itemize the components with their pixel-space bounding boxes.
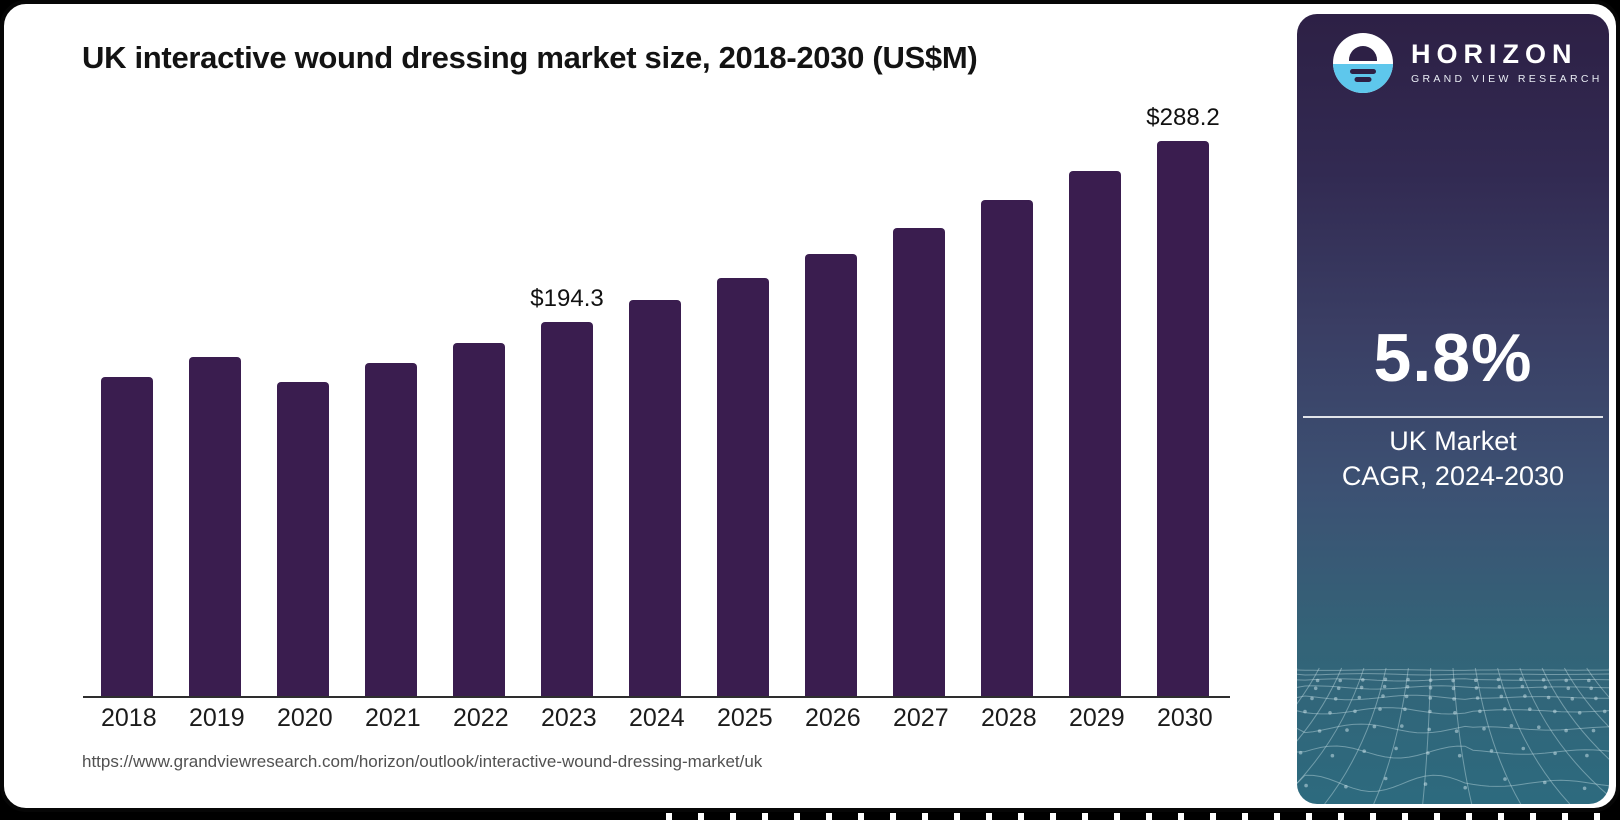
x-tick-label-2021: 2021 bbox=[365, 704, 421, 732]
logo-sun-shape bbox=[1349, 45, 1377, 61]
bar-2018 bbox=[101, 141, 153, 697]
bar-rect bbox=[1069, 171, 1121, 697]
bar-chart: $194.3 $288.2 bbox=[101, 104, 1220, 697]
x-axis-labels: 2018 2019 2020 2021 2022 2023 2024 2025 2026 2027… bbox=[101, 704, 1213, 733]
bar-2019 bbox=[189, 141, 241, 697]
logo-ray-line bbox=[1354, 77, 1372, 83]
x-tick-label-2025: 2025 bbox=[717, 704, 773, 732]
bar-2022 bbox=[453, 141, 505, 697]
horizon-sun-icon bbox=[1333, 33, 1393, 93]
bar-rect bbox=[1157, 141, 1209, 697]
brand-logo: HORIZON GRAND VIEW RESEARCH bbox=[1333, 33, 1603, 93]
bar-2025 bbox=[717, 141, 769, 697]
wireframe-mesh-decoration bbox=[1297, 667, 1609, 804]
bar-2028 bbox=[981, 141, 1033, 697]
bar-2020 bbox=[277, 141, 329, 697]
x-tick-label-2027: 2027 bbox=[893, 704, 949, 732]
x-tick-label-2026: 2026 bbox=[805, 704, 861, 732]
x-tick-label-2018: 2018 bbox=[101, 704, 157, 732]
bar-rect bbox=[101, 377, 153, 697]
x-tick-label-2022: 2022 bbox=[453, 704, 509, 732]
x-tick-label-2028: 2028 bbox=[981, 704, 1037, 732]
logo-ray-line bbox=[1350, 69, 1376, 74]
bar-2024 bbox=[629, 141, 681, 697]
source-url: https://www.grandviewresearch.com/horizo… bbox=[82, 752, 763, 771]
x-axis-line bbox=[83, 696, 1230, 698]
bar-2023: $194.3 bbox=[530, 141, 604, 697]
bar-2029 bbox=[1069, 141, 1121, 697]
bar-2021 bbox=[365, 141, 417, 697]
bar-rect bbox=[453, 343, 505, 697]
cagr-value: 5.8% bbox=[1373, 320, 1533, 396]
bar-value-label-2023: $194.3 bbox=[530, 285, 604, 312]
bar-rect bbox=[717, 278, 769, 697]
stat-divider bbox=[1303, 416, 1603, 418]
bar-rect bbox=[189, 357, 241, 697]
bar-rect bbox=[981, 200, 1033, 697]
x-tick-label-2030: 2030 bbox=[1157, 704, 1213, 732]
x-tick-label-2020: 2020 bbox=[277, 704, 333, 732]
bar-rect bbox=[541, 322, 593, 697]
bar-2030: $288.2 bbox=[1146, 104, 1220, 697]
x-tick-label-2024: 2024 bbox=[629, 704, 685, 732]
bottom-edge-strip bbox=[0, 813, 640, 820]
bar-2027 bbox=[893, 141, 945, 697]
stat-caption-period: CAGR, 2024-2030 bbox=[1341, 461, 1565, 491]
x-tick-label-2019: 2019 bbox=[189, 704, 245, 732]
bar-value-label-2030: $288.2 bbox=[1146, 104, 1220, 131]
bottom-edge-dashes bbox=[640, 813, 1620, 820]
brand-name: HORIZON bbox=[1411, 39, 1578, 70]
x-tick-label-2029: 2029 bbox=[1069, 704, 1125, 732]
x-tick-label-2023: 2023 bbox=[541, 704, 597, 732]
bar-rect bbox=[893, 228, 945, 697]
chart-title: UK interactive wound dressing market siz… bbox=[82, 40, 978, 75]
stat-caption-market: UK Market bbox=[1389, 426, 1517, 456]
bar-rect bbox=[629, 300, 681, 697]
bar-rect bbox=[365, 363, 417, 697]
bar-2026 bbox=[805, 141, 857, 697]
brand-subtitle: GRAND VIEW RESEARCH bbox=[1411, 73, 1603, 86]
bar-rect bbox=[277, 382, 329, 697]
bar-rect bbox=[805, 254, 857, 697]
brand-text-block: HORIZON GRAND VIEW RESEARCH bbox=[1411, 41, 1603, 85]
sidebar-panel: HORIZON GRAND VIEW RESEARCH 5.8% UK Mark… bbox=[1297, 14, 1609, 804]
